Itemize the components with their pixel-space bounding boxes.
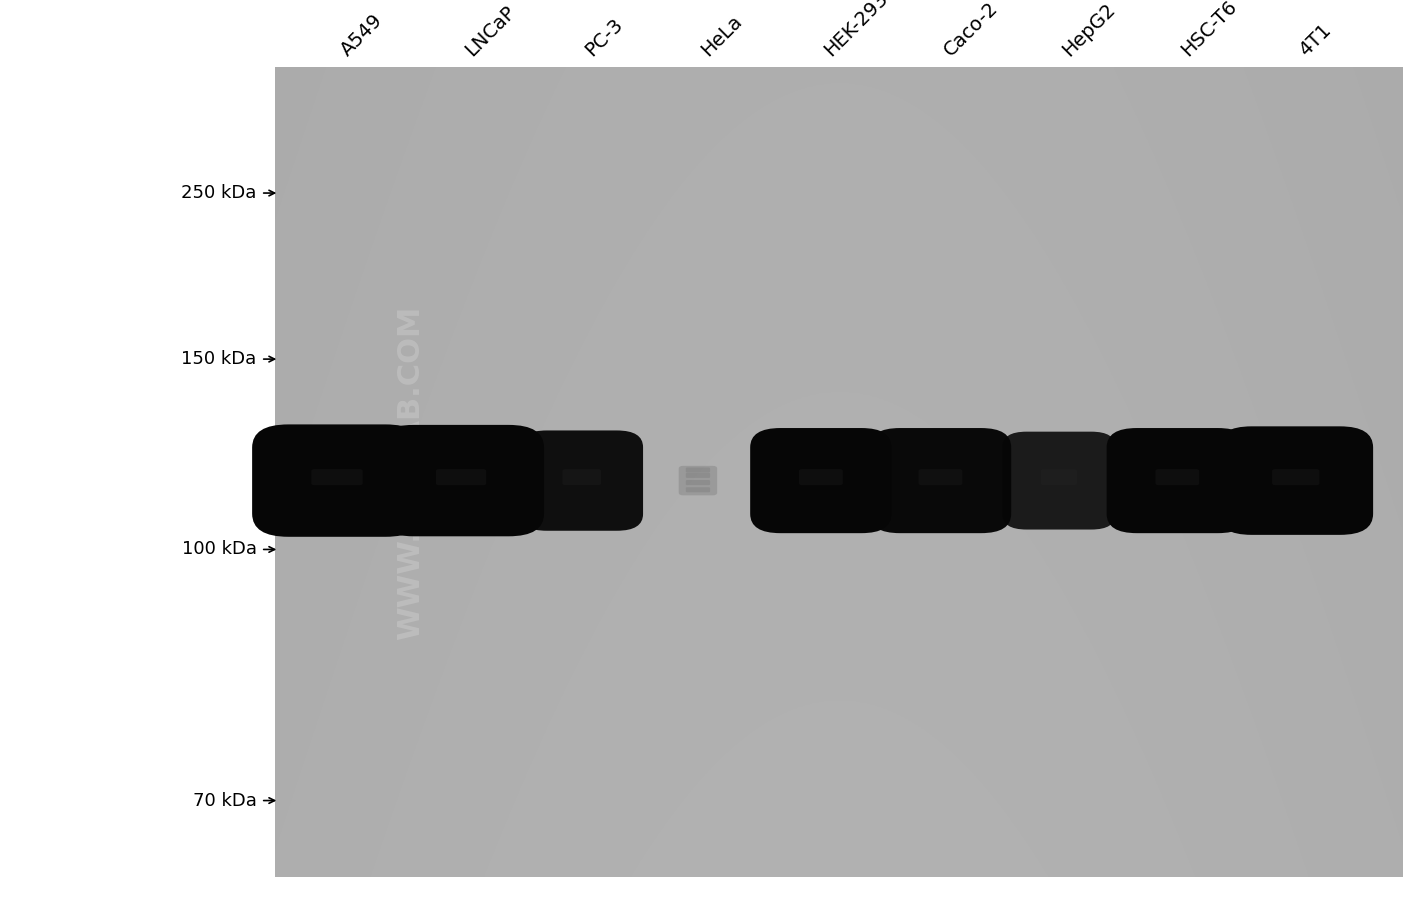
FancyBboxPatch shape [678,466,718,495]
FancyBboxPatch shape [1041,469,1077,485]
FancyBboxPatch shape [799,469,843,485]
Text: A549: A549 [337,11,386,60]
Text: HSC-T6: HSC-T6 [1177,0,1241,60]
FancyBboxPatch shape [685,480,711,485]
FancyBboxPatch shape [312,469,362,485]
FancyBboxPatch shape [750,428,891,533]
Text: 70 kDa: 70 kDa [193,792,257,810]
FancyBboxPatch shape [1003,432,1115,529]
Text: HepG2: HepG2 [1059,0,1120,60]
Text: Caco-2: Caco-2 [940,0,1003,60]
Text: PC-3: PC-3 [582,15,627,60]
FancyBboxPatch shape [1272,469,1320,485]
Text: HEK-293: HEK-293 [821,0,893,60]
FancyBboxPatch shape [1156,469,1200,485]
Text: LNCaP: LNCaP [461,3,519,60]
FancyBboxPatch shape [919,469,963,485]
Text: 150 kDa: 150 kDa [182,350,257,368]
FancyBboxPatch shape [520,430,643,531]
Text: 250 kDa: 250 kDa [182,184,257,202]
FancyBboxPatch shape [870,428,1011,533]
FancyBboxPatch shape [1218,427,1373,535]
Text: WWW.PTGLAB.COM: WWW.PTGLAB.COM [396,305,424,640]
FancyBboxPatch shape [563,469,601,485]
FancyBboxPatch shape [685,472,711,478]
FancyBboxPatch shape [685,467,711,472]
FancyBboxPatch shape [252,425,422,536]
Text: HeLa: HeLa [698,12,746,60]
FancyBboxPatch shape [378,425,544,536]
FancyBboxPatch shape [1107,428,1248,533]
Text: 100 kDa: 100 kDa [182,540,257,558]
FancyBboxPatch shape [436,469,486,485]
FancyBboxPatch shape [685,487,711,492]
Text: 4T1: 4T1 [1296,21,1335,60]
